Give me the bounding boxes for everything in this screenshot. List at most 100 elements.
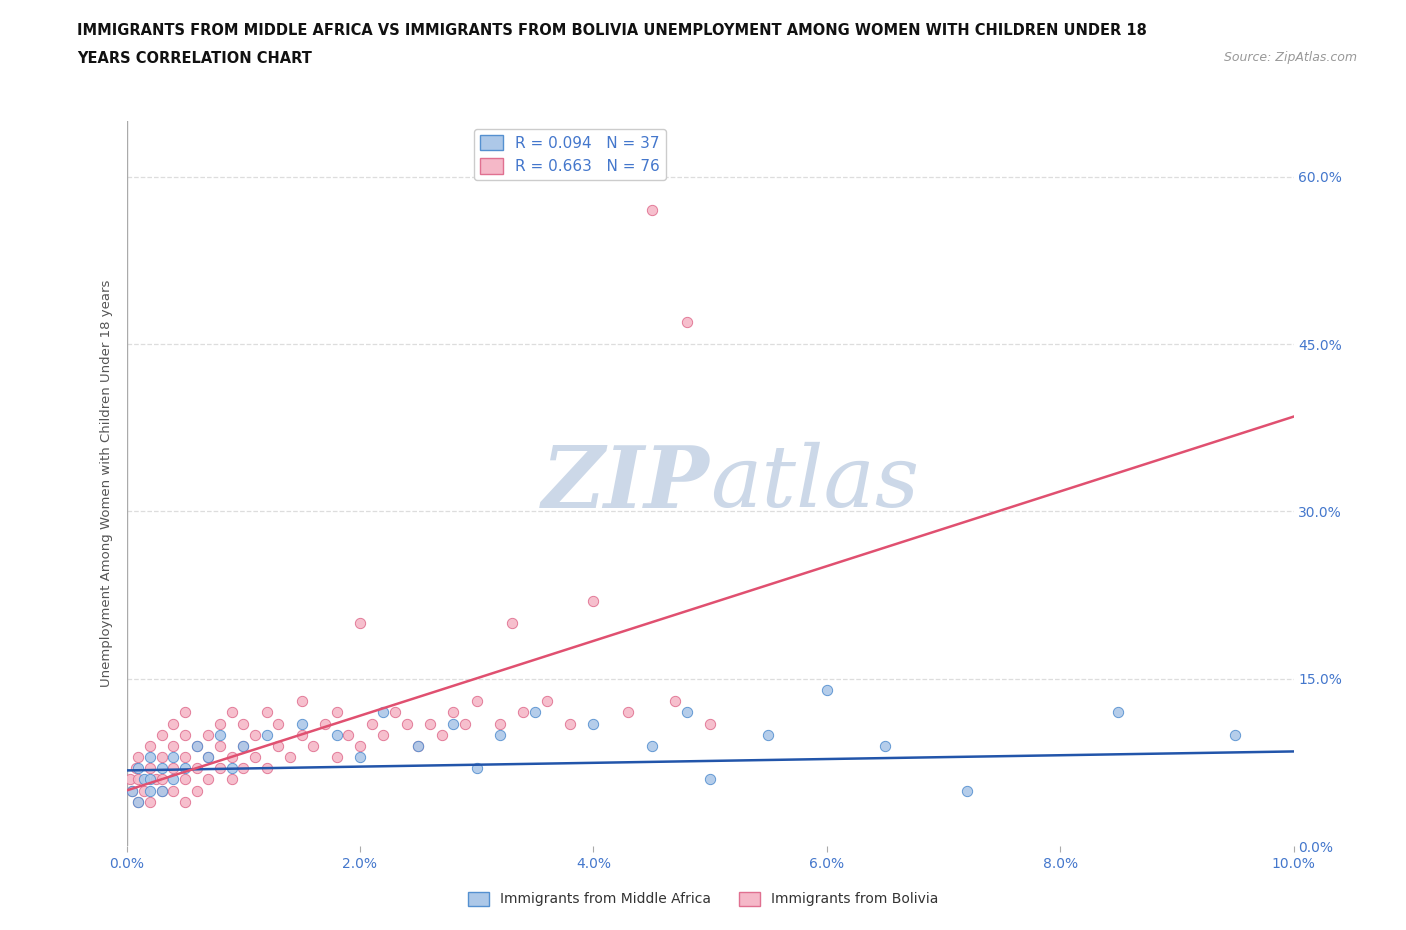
Point bbox=[145, 772, 167, 787]
Point bbox=[221, 761, 243, 776]
Point bbox=[186, 738, 208, 753]
Point bbox=[337, 727, 360, 742]
Point bbox=[756, 727, 779, 742]
Point bbox=[121, 783, 143, 798]
Point bbox=[640, 203, 664, 218]
Point bbox=[197, 772, 219, 787]
Point bbox=[489, 716, 512, 731]
Point bbox=[221, 705, 243, 720]
Point bbox=[699, 772, 721, 787]
Point bbox=[150, 761, 173, 776]
Point bbox=[186, 738, 208, 753]
Point bbox=[290, 716, 312, 731]
Point bbox=[558, 716, 581, 731]
Point bbox=[162, 761, 184, 776]
Point bbox=[162, 783, 184, 798]
Point bbox=[582, 593, 605, 608]
Point bbox=[197, 727, 219, 742]
Point bbox=[395, 716, 418, 731]
Point bbox=[430, 727, 453, 742]
Point bbox=[373, 727, 395, 742]
Point bbox=[349, 616, 371, 631]
Point bbox=[197, 750, 219, 764]
Point bbox=[232, 738, 254, 753]
Point bbox=[208, 716, 231, 731]
Point bbox=[675, 705, 697, 720]
Point bbox=[267, 716, 290, 731]
Point bbox=[501, 616, 523, 631]
Point bbox=[162, 750, 184, 764]
Point bbox=[465, 694, 488, 709]
Point bbox=[139, 738, 162, 753]
Point bbox=[408, 738, 430, 753]
Point bbox=[125, 761, 148, 776]
Point bbox=[465, 761, 488, 776]
Point bbox=[127, 761, 149, 776]
Text: ZIP: ZIP bbox=[543, 442, 710, 525]
Point bbox=[118, 772, 141, 787]
Point bbox=[162, 738, 184, 753]
Legend: Immigrants from Middle Africa, Immigrants from Bolivia: Immigrants from Middle Africa, Immigrant… bbox=[463, 886, 943, 912]
Point bbox=[186, 783, 208, 798]
Point bbox=[139, 772, 162, 787]
Point bbox=[815, 683, 838, 698]
Point bbox=[174, 772, 197, 787]
Point bbox=[174, 794, 197, 809]
Point bbox=[208, 761, 231, 776]
Point bbox=[325, 750, 347, 764]
Point bbox=[256, 761, 278, 776]
Point bbox=[640, 738, 664, 753]
Point bbox=[162, 772, 184, 787]
Point bbox=[617, 705, 640, 720]
Point bbox=[582, 716, 605, 731]
Point bbox=[325, 705, 347, 720]
Point bbox=[1108, 705, 1130, 720]
Point bbox=[221, 772, 243, 787]
Point bbox=[360, 716, 382, 731]
Point bbox=[174, 705, 197, 720]
Point bbox=[536, 694, 558, 709]
Point bbox=[302, 738, 325, 753]
Point bbox=[174, 761, 197, 776]
Point bbox=[349, 750, 371, 764]
Point bbox=[174, 750, 197, 764]
Point bbox=[197, 750, 219, 764]
Point bbox=[256, 705, 278, 720]
Point bbox=[956, 783, 979, 798]
Point bbox=[675, 314, 697, 329]
Point bbox=[441, 716, 464, 731]
Point bbox=[139, 750, 162, 764]
Point bbox=[408, 738, 430, 753]
Point bbox=[132, 772, 155, 787]
Point bbox=[664, 694, 686, 709]
Text: atlas: atlas bbox=[710, 443, 920, 525]
Point bbox=[243, 750, 266, 764]
Point bbox=[150, 727, 173, 742]
Point bbox=[150, 783, 173, 798]
Point bbox=[186, 761, 208, 776]
Point bbox=[208, 738, 231, 753]
Y-axis label: Unemployment Among Women with Children Under 18 years: Unemployment Among Women with Children U… bbox=[100, 280, 114, 687]
Point bbox=[512, 705, 534, 720]
Point bbox=[290, 727, 312, 742]
Point bbox=[384, 705, 406, 720]
Point bbox=[162, 716, 184, 731]
Point bbox=[699, 716, 721, 731]
Point bbox=[232, 761, 254, 776]
Point bbox=[349, 738, 371, 753]
Point bbox=[208, 727, 231, 742]
Point bbox=[150, 772, 173, 787]
Point bbox=[221, 750, 243, 764]
Point bbox=[174, 727, 197, 742]
Point bbox=[454, 716, 477, 731]
Point bbox=[127, 750, 149, 764]
Point bbox=[875, 738, 897, 753]
Point bbox=[373, 705, 395, 720]
Point bbox=[489, 727, 512, 742]
Point bbox=[267, 738, 290, 753]
Point bbox=[1223, 727, 1246, 742]
Point bbox=[139, 783, 162, 798]
Point bbox=[121, 783, 143, 798]
Point bbox=[232, 738, 254, 753]
Point bbox=[232, 716, 254, 731]
